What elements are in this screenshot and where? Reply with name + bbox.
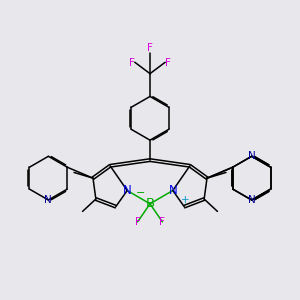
- Text: F: F: [165, 58, 171, 68]
- Text: N: N: [123, 184, 132, 197]
- Text: N: N: [44, 195, 52, 205]
- Text: N: N: [168, 184, 177, 197]
- Text: N: N: [248, 195, 256, 205]
- Text: F: F: [147, 43, 153, 53]
- Text: F: F: [135, 217, 141, 227]
- Text: F: F: [129, 58, 135, 68]
- Text: B: B: [146, 197, 154, 210]
- Text: −: −: [136, 188, 145, 198]
- Text: +: +: [181, 195, 190, 205]
- Text: N: N: [248, 151, 256, 161]
- Text: F: F: [159, 217, 165, 227]
